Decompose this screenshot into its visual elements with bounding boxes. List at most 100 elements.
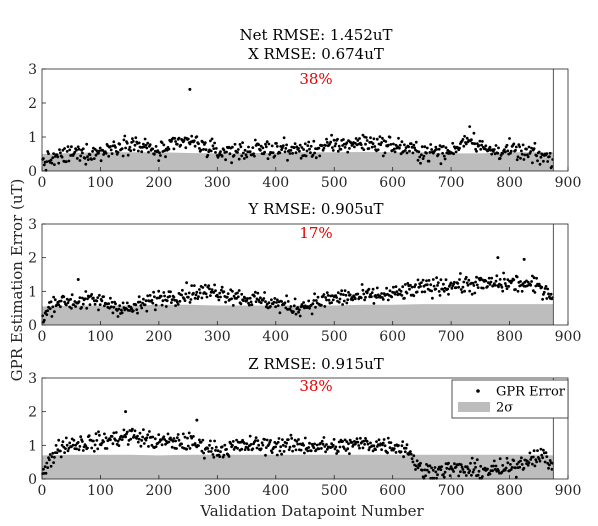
data-point <box>542 159 545 163</box>
data-point <box>320 303 323 307</box>
data-point <box>88 153 92 157</box>
data-point <box>403 149 407 152</box>
data-point <box>100 299 104 303</box>
data-point <box>132 434 136 437</box>
data-point <box>240 154 244 158</box>
data-point <box>150 298 154 302</box>
data-point <box>371 287 375 291</box>
data-point <box>544 285 548 288</box>
data-point <box>285 143 288 147</box>
data-point <box>164 305 168 308</box>
data-point <box>532 449 536 453</box>
data-point <box>371 142 375 146</box>
data-point <box>537 150 541 154</box>
axes-box <box>41 377 569 480</box>
gpr-error-points <box>41 87 555 172</box>
data-point <box>251 146 255 150</box>
data-point <box>447 292 450 296</box>
data-point <box>486 467 489 471</box>
data-point <box>486 285 489 288</box>
data-point <box>205 295 209 299</box>
x-tick-label: 200 <box>146 175 173 191</box>
data-point <box>248 434 252 438</box>
data-point <box>195 290 199 294</box>
data-point <box>290 437 294 440</box>
data-point <box>145 309 149 313</box>
data-point <box>61 440 65 444</box>
data-point <box>509 468 513 471</box>
data-point <box>461 138 465 141</box>
data-point <box>116 151 120 154</box>
data-point <box>348 293 352 297</box>
data-point <box>122 428 126 432</box>
data-point <box>509 463 512 466</box>
data-point <box>137 141 141 145</box>
data-point <box>356 139 360 142</box>
data-point <box>383 151 387 155</box>
data-point <box>409 283 412 287</box>
data-point <box>443 157 447 161</box>
data-point <box>356 292 360 296</box>
data-point <box>463 289 466 293</box>
data-point <box>475 283 479 287</box>
data-point <box>404 446 408 450</box>
data-point <box>317 447 321 451</box>
data-point <box>230 297 234 301</box>
panel-z-title: Z RMSE: 0.915uT <box>248 355 384 373</box>
data-point <box>236 295 240 299</box>
data-point <box>263 150 266 154</box>
data-point <box>311 302 315 306</box>
data-point <box>358 137 361 140</box>
data-point <box>324 296 327 299</box>
panel-y: Y RMSE: 0.905uT 17% 0 100 200 300 400 500 600 7… <box>28 200 581 345</box>
data-point <box>435 276 438 280</box>
data-point <box>336 450 340 453</box>
data-point <box>341 440 344 443</box>
data-point <box>303 436 307 440</box>
data-point <box>514 475 518 479</box>
data-point <box>214 449 217 452</box>
data-point <box>72 438 76 442</box>
data-point <box>520 463 524 466</box>
data-point <box>532 147 536 151</box>
data-point <box>186 295 190 299</box>
data-point <box>57 303 61 307</box>
data-point <box>420 290 424 294</box>
data-point <box>345 141 349 145</box>
data-point <box>226 292 230 295</box>
data-point <box>442 475 446 479</box>
data-point <box>170 445 174 449</box>
data-point <box>317 146 321 150</box>
panel-x: X RMSE: 0.674uT 38% 0 100 200 300 400 500 600 7… <box>28 45 581 191</box>
data-point <box>198 147 201 150</box>
data-point <box>281 443 285 447</box>
data-point <box>184 146 188 150</box>
data-point <box>201 438 205 442</box>
data-point <box>393 150 397 154</box>
data-point <box>441 151 444 155</box>
data-point <box>85 142 89 146</box>
data-point <box>281 438 284 441</box>
data-point <box>454 465 458 469</box>
data-point <box>210 288 214 291</box>
data-point <box>335 452 338 455</box>
data-point <box>137 295 141 299</box>
data-point <box>442 144 445 148</box>
data-point <box>51 451 55 455</box>
data-point <box>425 279 428 283</box>
data-point <box>342 299 346 303</box>
data-point <box>291 151 294 155</box>
data-point <box>502 271 505 275</box>
data-point <box>248 296 252 300</box>
data-point <box>51 156 55 160</box>
x-tick-label: 700 <box>438 175 465 191</box>
data-point <box>70 145 73 149</box>
data-point <box>92 449 96 453</box>
data-point <box>240 447 244 451</box>
data-point <box>266 157 270 161</box>
data-point <box>440 465 444 468</box>
data-point <box>288 307 292 311</box>
data-point <box>321 442 325 446</box>
data-point <box>527 145 531 149</box>
data-point <box>259 301 263 305</box>
